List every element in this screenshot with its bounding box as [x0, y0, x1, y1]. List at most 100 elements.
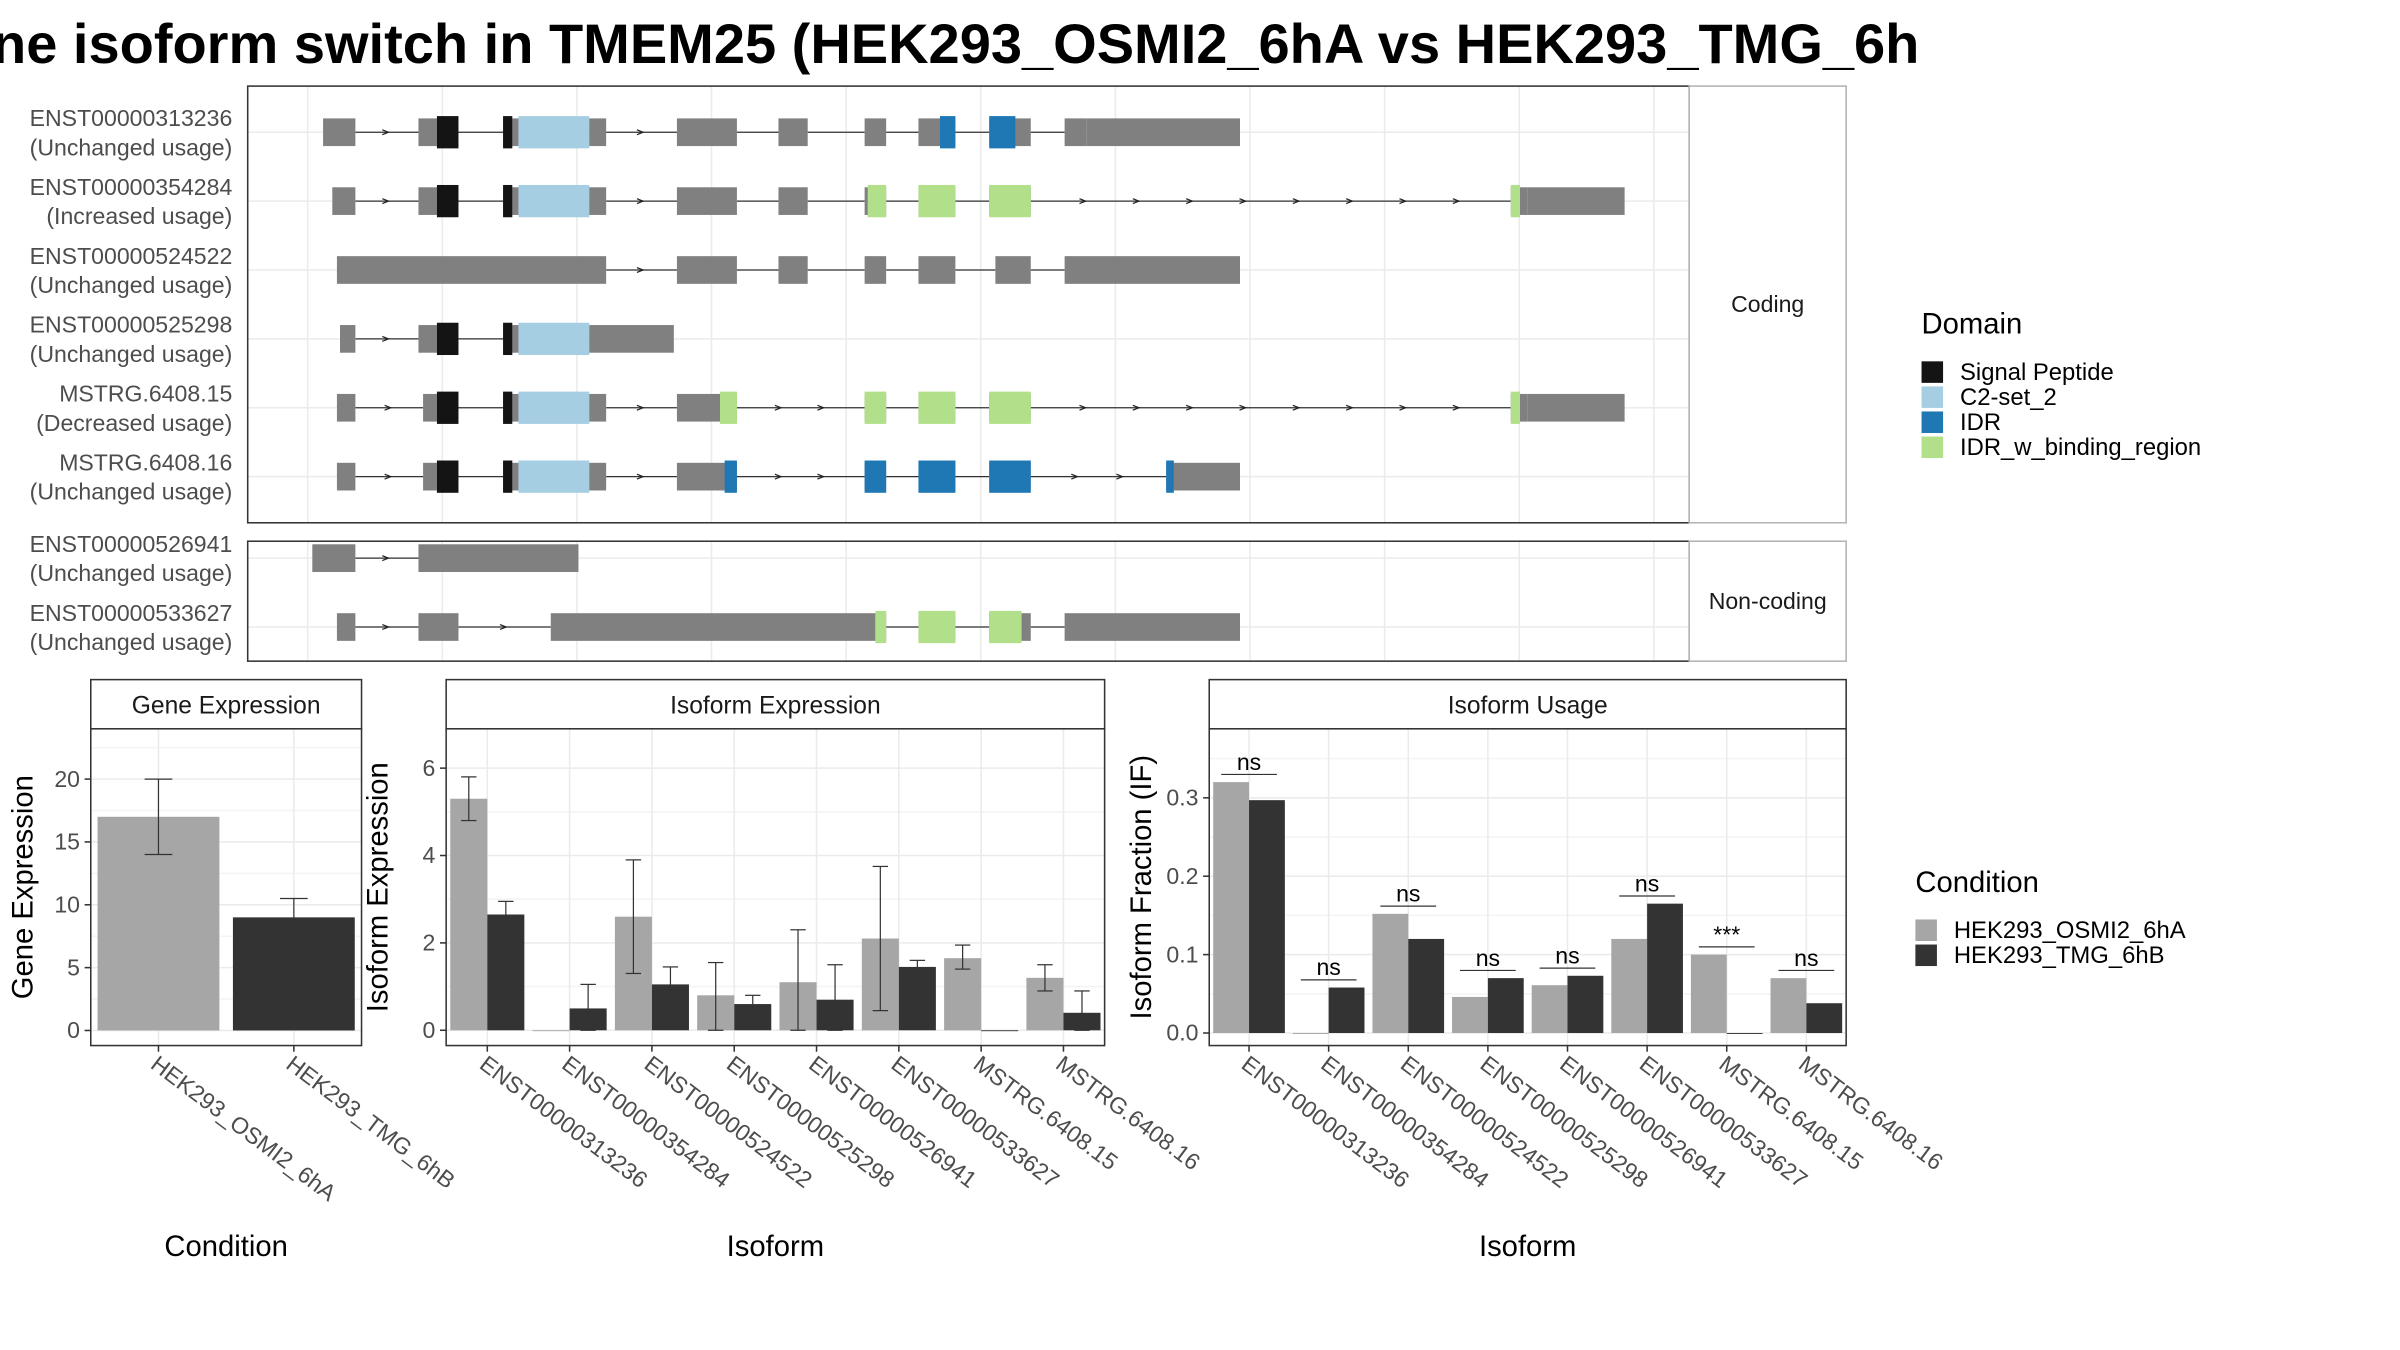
domain-c2-set-2: [518, 322, 590, 356]
intron-arrow: [636, 266, 645, 274]
y-axis-label: Isoform Fraction (IF): [1126, 755, 1158, 1020]
domain-idr-w-binding-region: [989, 184, 1031, 218]
x-axis-label: Condition: [164, 1231, 287, 1263]
exon: [512, 187, 519, 215]
exon: [1064, 613, 1240, 641]
y-tick-label: 5: [67, 954, 80, 980]
significance-label: ns: [1396, 881, 1420, 907]
domain-signal-peptide: [436, 460, 459, 493]
legend-label: Signal Peptide: [1960, 359, 2114, 386]
figure-title: ne isoform switch in TMEM25 (HEK293_OSMI…: [0, 12, 1920, 75]
exon: [589, 118, 607, 147]
exon: [332, 187, 356, 215]
domain-idr-w-binding-region: [864, 391, 887, 424]
significance-label: ns: [1635, 870, 1659, 896]
significance-label: ns: [1316, 954, 1340, 980]
exon: [336, 462, 356, 491]
chart-title: Isoform Expression: [670, 692, 881, 719]
legend-label: HEK293_TMG_6hB: [1954, 942, 2165, 969]
exon: [1021, 613, 1031, 641]
chart-strip: [1208, 678, 1847, 730]
y-tick-label: 2: [423, 930, 436, 956]
intron-arrow: [636, 198, 645, 205]
intron-arrow: [1071, 473, 1080, 480]
exon: [418, 187, 437, 215]
domain-c2-set-2: [518, 391, 590, 424]
exon: [323, 118, 356, 147]
intron-arrow: [1239, 198, 1248, 205]
domain-signal-peptide: [436, 184, 459, 218]
domain-idr-w-binding-region: [918, 184, 956, 218]
legend-key: [1921, 386, 1944, 408]
legend-label: HEK293_OSMI2_6hA: [1954, 917, 2186, 944]
transcript-id-label: ENST00000526941: [30, 531, 233, 557]
chart-panel: [1209, 728, 1847, 1046]
intron-arrow: [1292, 198, 1301, 205]
exon: [512, 393, 519, 422]
exon: [589, 187, 607, 215]
transcript-usage-label: (Decreased usage): [36, 410, 232, 436]
transcript-ENST00000533627: ENST00000533627 (Unchanged usage): [30, 600, 1240, 655]
intron-arrow: [636, 129, 645, 136]
exon: [778, 256, 808, 284]
exon: [589, 462, 607, 491]
transcript-panel-coding: ENST00000313236 (Unchanged usage) ENST0000…: [30, 85, 1847, 524]
bar: [898, 966, 936, 1031]
legend-key: [1921, 361, 1944, 383]
transcript-id-label: ENST00000524522: [30, 243, 233, 269]
y-tick-label: 0.2: [1166, 863, 1198, 889]
intron-arrow: [636, 404, 645, 411]
y-tick-label: 0.1: [1166, 941, 1198, 967]
bar: [1213, 782, 1250, 1034]
domain-c2-set-2: [518, 184, 590, 218]
y-tick-label: 10: [54, 891, 80, 917]
domain-signal-peptide: [503, 460, 513, 493]
transcript-usage-label: (Unchanged usage): [30, 272, 233, 298]
intron-arrow: [499, 623, 508, 631]
exon: [1015, 118, 1031, 147]
domain-idr-w-binding-region: [918, 391, 956, 424]
bar: [450, 798, 488, 1031]
intron-arrow: [382, 555, 391, 562]
domain-idr: [724, 460, 737, 493]
exon: [995, 256, 1031, 284]
bar: [944, 958, 982, 1031]
intron-arrow: [382, 129, 391, 136]
chart-isoform-usage: Isoform Usage 0.0 0.1 0.2 0.3 ns ns ns ns ns ns ***…: [1126, 678, 1948, 1263]
y-tick-label: 0.0: [1166, 1020, 1198, 1046]
legend-key: [1921, 411, 1944, 433]
x-tick-label: MSTRG.6408.15: [969, 1050, 1123, 1175]
significance-label: ns: [1237, 749, 1261, 775]
bar: [1452, 996, 1488, 1034]
bar: [1372, 913, 1409, 1034]
transcript-id-label: ENST00000313236: [30, 105, 233, 131]
legend-title: Condition: [1915, 867, 2038, 899]
legend-domain: Domain Signal PeptideC2-set_2IDRIDR_w_bin…: [1921, 309, 2201, 461]
transcript-MSTRG.6408.16: MSTRG.6408.16 (Unchanged usage): [30, 450, 1240, 505]
exon: [550, 613, 876, 641]
domain-signal-peptide: [436, 391, 459, 424]
intron-arrow: [384, 404, 393, 411]
domain-c2-set-2: [518, 116, 590, 149]
transcript-id-label: ENST00000354284: [30, 174, 233, 200]
intron-arrow: [1345, 198, 1354, 205]
y-tick-label: 20: [54, 766, 80, 792]
transcript-id-label: ENST00000533627: [30, 600, 233, 626]
transcript-usage-label: (Unchanged usage): [30, 629, 233, 655]
exon: [918, 256, 956, 284]
exon: [512, 325, 519, 353]
domain-idr-w-binding-region: [867, 184, 887, 218]
chart-isoform-expression: Isoform Expression0246ENST00000313236ENS…: [363, 678, 1205, 1263]
legend-label: IDR: [1960, 409, 2001, 436]
bar: [1487, 978, 1524, 1034]
bar: [981, 1030, 1019, 1032]
domain-signal-peptide: [503, 322, 513, 356]
panel-background: [247, 86, 1690, 523]
exon: [918, 118, 940, 147]
intron-arrow: [1452, 404, 1461, 411]
exon: [1064, 256, 1240, 284]
intron-arrow: [1079, 198, 1088, 205]
exon: [418, 544, 579, 572]
